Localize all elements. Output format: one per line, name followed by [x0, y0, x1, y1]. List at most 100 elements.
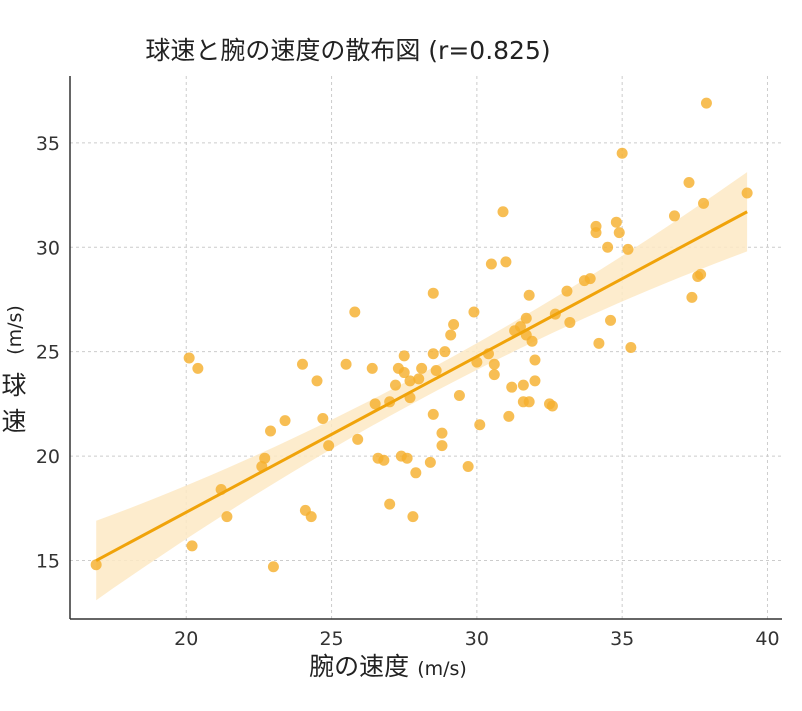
data-point	[413, 373, 425, 385]
data-point	[439, 346, 451, 358]
y-tick-label: 15	[36, 551, 60, 573]
data-point	[448, 319, 460, 331]
data-point	[605, 314, 617, 326]
data-point	[564, 316, 576, 328]
data-point	[384, 498, 396, 510]
data-point	[311, 375, 323, 387]
data-point	[410, 467, 422, 479]
data-point	[404, 375, 416, 387]
data-point	[340, 358, 352, 370]
data-point	[546, 400, 558, 412]
data-point	[590, 227, 602, 239]
data-point	[436, 440, 448, 452]
data-point	[529, 354, 541, 366]
data-point	[462, 461, 474, 473]
data-point	[523, 289, 535, 301]
data-point	[398, 350, 410, 362]
y-tick-label: 25	[36, 342, 60, 364]
data-point	[378, 454, 390, 466]
data-point	[695, 268, 707, 280]
data-point	[317, 413, 329, 425]
data-point	[259, 452, 271, 464]
data-point	[369, 398, 381, 410]
data-point	[700, 97, 712, 109]
data-point	[279, 415, 291, 427]
x-tick-label: 40	[755, 628, 779, 650]
data-point	[610, 216, 622, 228]
x-ticks: 20 25 30 35 40	[174, 628, 779, 650]
data-point	[468, 306, 480, 318]
data-point	[265, 425, 277, 437]
x-tick-label: 30	[465, 628, 489, 650]
y-axis-label-char-1: 球	[1, 371, 26, 400]
data-point	[488, 358, 500, 370]
data-point	[506, 381, 518, 393]
data-point	[668, 210, 680, 222]
data-point	[296, 358, 308, 370]
data-point	[529, 375, 541, 387]
data-point	[584, 273, 596, 285]
y-ticks: 15 20 25 30 35	[36, 133, 60, 573]
data-point	[436, 427, 448, 439]
chart-title: 球速と腕の速度の散布図 (r=0.825)	[145, 36, 550, 65]
data-point	[488, 369, 500, 381]
data-point	[474, 419, 486, 431]
data-point	[389, 379, 401, 391]
data-point	[485, 258, 497, 270]
data-point	[514, 321, 526, 333]
data-point	[427, 408, 439, 420]
grid-lines	[70, 76, 782, 619]
data-point	[416, 362, 428, 374]
y-tick-label: 30	[36, 237, 60, 259]
data-point	[686, 291, 698, 303]
data-point	[349, 306, 361, 318]
data-point	[192, 362, 204, 374]
data-point	[500, 256, 512, 268]
data-point	[503, 410, 515, 422]
y-tick-label: 20	[36, 446, 60, 468]
data-point	[398, 367, 410, 379]
data-point	[497, 206, 509, 218]
data-point	[602, 241, 614, 253]
data-point	[427, 348, 439, 360]
data-point	[741, 187, 753, 199]
data-point	[523, 396, 535, 408]
data-point	[366, 362, 378, 374]
data-point	[593, 337, 605, 349]
data-point	[90, 559, 102, 571]
x-axis-label: 腕の速度 (m/s)	[309, 652, 467, 681]
data-point	[352, 433, 364, 445]
data-point	[520, 312, 532, 324]
x-tick-label: 35	[610, 628, 634, 650]
data-point	[622, 243, 634, 255]
data-point	[401, 452, 413, 464]
data-point	[267, 561, 279, 573]
data-point	[445, 329, 457, 341]
data-point	[186, 540, 198, 552]
data-point	[683, 177, 695, 189]
data-point	[183, 352, 195, 364]
y-tick-label: 35	[36, 133, 60, 155]
x-tick-label: 20	[174, 628, 198, 650]
x-tick-label: 25	[319, 628, 343, 650]
data-point	[625, 342, 637, 353]
data-point	[616, 147, 628, 159]
data-point	[221, 511, 233, 523]
data-point	[561, 285, 573, 297]
data-point	[424, 456, 436, 468]
y-axis-label-char-2: 速	[1, 407, 26, 436]
data-point	[305, 511, 317, 523]
data-point	[430, 364, 442, 376]
data-point	[323, 440, 335, 452]
data-point	[526, 335, 538, 347]
y-axis-label-unit: (m/s)	[4, 305, 26, 355]
regression-line	[95, 210, 748, 562]
data-point	[698, 197, 710, 209]
data-point	[613, 227, 625, 239]
x-axis-label-unit: (m/s)	[417, 658, 467, 680]
data-point	[427, 287, 439, 299]
data-point	[453, 390, 465, 402]
x-axis-label-text: 腕の速度	[309, 652, 409, 681]
data-point	[407, 511, 419, 523]
